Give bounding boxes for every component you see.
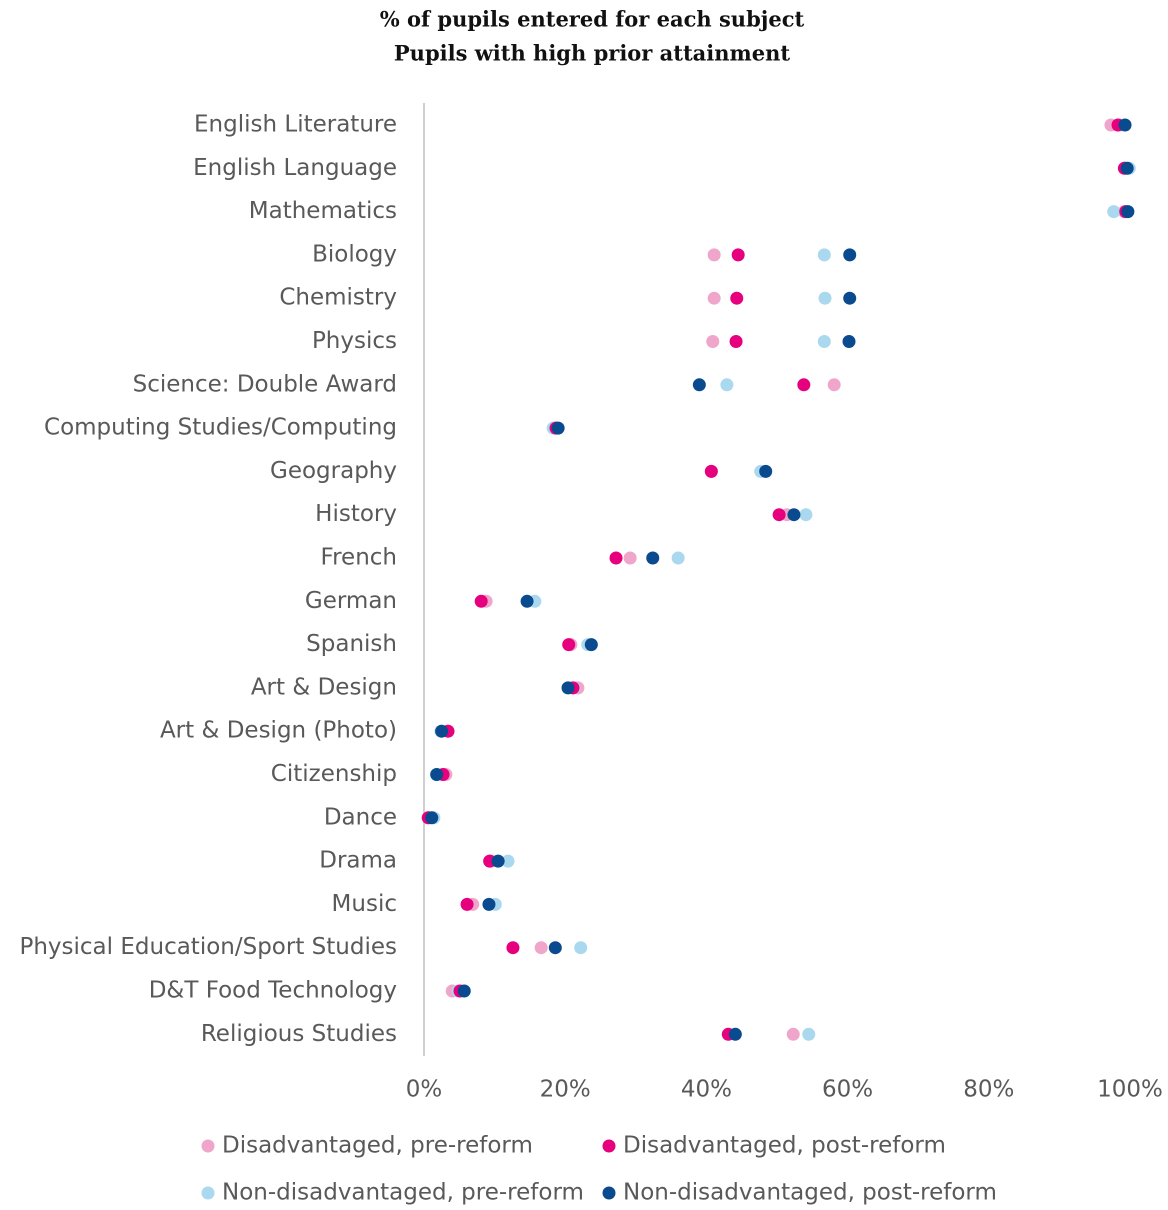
- dot: [843, 248, 857, 262]
- y-tick-label: Computing Studies/Computing: [44, 415, 397, 441]
- dot: [561, 681, 575, 695]
- y-tick-label: Art & Design: [251, 674, 397, 700]
- legend-swatch: [201, 1186, 215, 1200]
- y-tick-label: Chemistry: [279, 285, 397, 311]
- chart-subtitle: Pupils with high prior attainment: [394, 41, 790, 66]
- dot: [817, 335, 831, 348]
- dot: [818, 291, 832, 305]
- dot: [842, 335, 856, 348]
- dot: [609, 551, 623, 565]
- dot: [827, 378, 841, 392]
- dot: [1118, 118, 1132, 132]
- chart-title: % of pupils entered for each subject: [380, 7, 805, 32]
- y-tick-label: English Language: [193, 155, 397, 181]
- dot: [786, 1027, 800, 1041]
- y-tick-label: Physics: [312, 328, 397, 354]
- dot: [817, 248, 831, 262]
- dot: [799, 508, 813, 522]
- dot: [1120, 161, 1134, 175]
- dot: [1121, 205, 1135, 219]
- legend-label: Non-disadvantaged, post-reform: [623, 1180, 997, 1206]
- y-tick-label: Spanish: [306, 631, 397, 657]
- dot: [435, 724, 449, 738]
- dot: [797, 378, 811, 392]
- dot: [491, 854, 505, 868]
- dot: [707, 248, 721, 262]
- dot: [457, 984, 471, 998]
- dot: [843, 291, 857, 305]
- dot: [482, 897, 496, 911]
- y-tick-label: Religious Studies: [201, 1021, 397, 1047]
- dot: [706, 335, 720, 348]
- y-tick-label: Dance: [324, 804, 397, 830]
- y-tick-label: Physical Education/Sport Studies: [19, 934, 397, 960]
- dot: [501, 854, 515, 868]
- y-tick-label: German: [305, 588, 397, 614]
- dot: [692, 378, 706, 392]
- dot: [720, 378, 734, 392]
- legend-swatch: [602, 1139, 616, 1153]
- dot: [731, 248, 745, 262]
- y-tick-label: Drama: [319, 848, 397, 874]
- dot: [460, 897, 474, 911]
- y-tick-label: Geography: [270, 458, 397, 484]
- legend-label: Disadvantaged, pre-reform: [222, 1133, 533, 1159]
- y-tick-label: French: [321, 545, 397, 571]
- y-tick-label: History: [315, 501, 397, 527]
- dot: [707, 291, 721, 305]
- dot: [759, 464, 773, 478]
- x-tick-label: 20%: [540, 1077, 591, 1103]
- dot: [729, 335, 743, 348]
- y-tick-label: D&T Food Technology: [149, 978, 397, 1004]
- dot: [787, 508, 801, 522]
- dot: [728, 1027, 742, 1041]
- dot: [551, 421, 565, 435]
- y-tick-label: Biology: [312, 241, 397, 267]
- dot: [646, 551, 660, 565]
- dot: [548, 941, 562, 955]
- y-tick-label: English Literature: [194, 112, 397, 138]
- dot: [704, 464, 718, 478]
- dot: [425, 811, 439, 825]
- dot: [534, 941, 548, 955]
- x-tick-label: 60%: [822, 1077, 873, 1103]
- legend-swatch: [602, 1186, 616, 1200]
- dot: [623, 551, 637, 565]
- dot: [474, 594, 488, 608]
- dot: [730, 291, 744, 305]
- x-tick-label: 0%: [406, 1077, 443, 1103]
- y-tick-label: Mathematics: [249, 198, 397, 224]
- legend-label: Non-disadvantaged, pre-reform: [222, 1180, 584, 1206]
- dot: [520, 594, 534, 608]
- y-tick-label: Music: [332, 891, 397, 917]
- dot: [430, 768, 444, 781]
- dot: [506, 941, 520, 955]
- dot: [772, 508, 786, 522]
- y-tick-label: Art & Design (Photo): [160, 718, 397, 744]
- legend-swatch: [201, 1139, 215, 1153]
- dot: [1107, 205, 1121, 219]
- dot: [802, 1027, 816, 1041]
- x-tick-label: 80%: [963, 1077, 1014, 1103]
- legend-label: Disadvantaged, post-reform: [623, 1133, 946, 1159]
- y-tick-label: Science: Double Award: [133, 371, 397, 397]
- x-tick-label: 40%: [681, 1077, 732, 1103]
- dot: [574, 941, 588, 955]
- dot: [562, 638, 576, 652]
- dot: [671, 551, 685, 565]
- dot: [584, 638, 598, 652]
- x-tick-label: 100%: [1097, 1077, 1163, 1103]
- y-tick-label: Citizenship: [271, 761, 397, 787]
